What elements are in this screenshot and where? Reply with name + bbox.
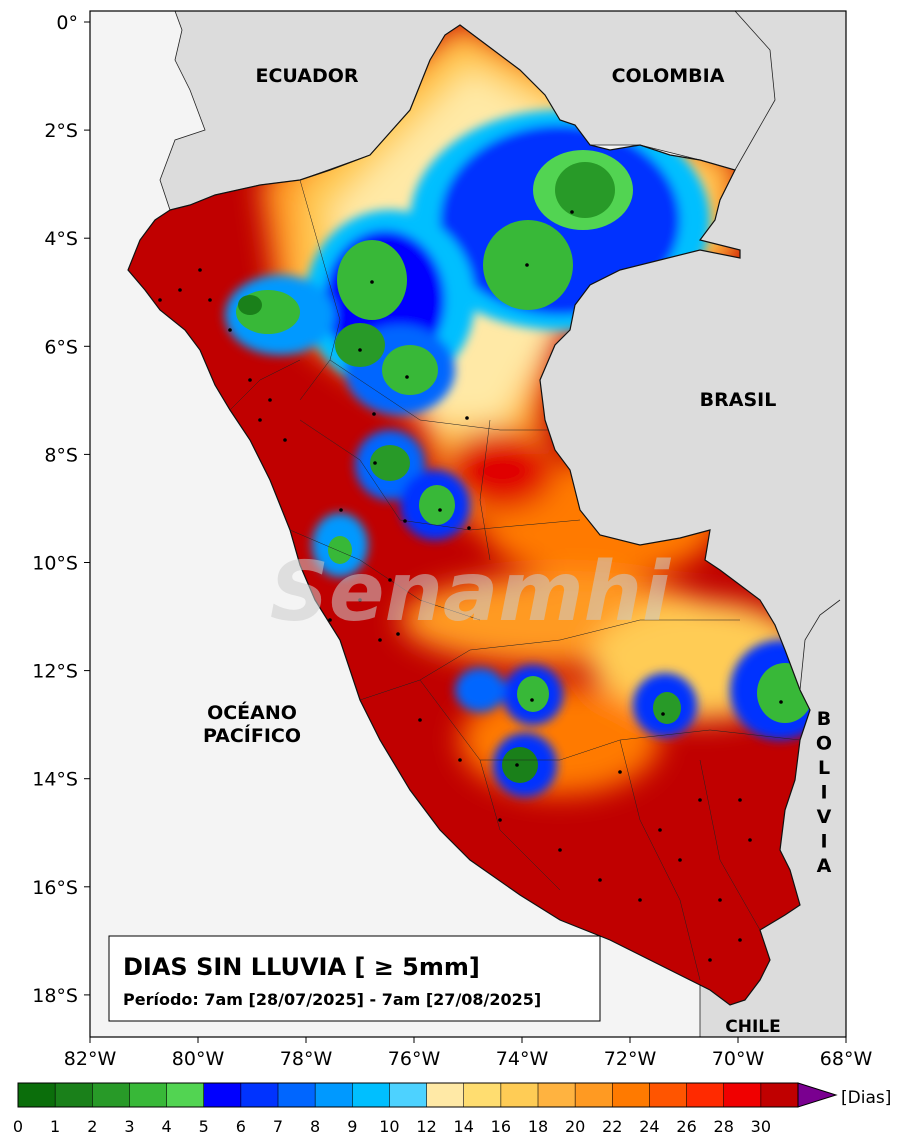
colorbar-swatch	[203, 1083, 242, 1107]
colorbar-swatch	[240, 1083, 279, 1107]
colorbar-swatch	[129, 1083, 168, 1107]
colorbar-swatch	[760, 1083, 799, 1107]
bolivia-letter: I	[820, 831, 827, 853]
colorbar-tick-label: 2	[87, 1117, 97, 1136]
colorbar-swatch	[166, 1083, 205, 1107]
colorbar-tick-label: 30	[751, 1117, 771, 1136]
lon-tick-label: 72°W	[604, 1048, 657, 1070]
colorbar-tick-label: 18	[528, 1117, 548, 1136]
colorbar-tick-label: 28	[714, 1117, 734, 1136]
label-ecuador: ECUADOR	[255, 65, 358, 87]
legend-box	[108, 935, 601, 1022]
colorbar-tick-label: 6	[236, 1117, 246, 1136]
legend-period: Período: 7am [28/07/2025] - 7am [27/08/2…	[123, 990, 541, 1009]
colorbar-swatch	[612, 1083, 650, 1107]
colorbar-swatch	[426, 1083, 465, 1107]
colorbar-tick-label: 0	[13, 1117, 23, 1136]
latitude-axis: 0° 2°S 4°S 6°S 8°S 10°S 12°S 14°S 16°S 18°S	[32, 12, 90, 1007]
stations	[158, 210, 783, 962]
lon-tick-label: 70°W	[712, 1048, 765, 1070]
lat-tick-label: 0°	[56, 12, 78, 34]
colorbar-tick-label: 7	[273, 1117, 283, 1136]
lat-tick-label: 2°S	[44, 120, 78, 142]
colorbar-swatch	[686, 1083, 725, 1107]
label-colombia: COLOMBIA	[612, 65, 725, 87]
lat-tick-label: 4°S	[44, 228, 78, 250]
map-frame	[89, 10, 847, 1038]
colorbar-tick-label: 20	[565, 1117, 585, 1136]
colorbar-swatch	[463, 1083, 502, 1107]
lon-tick-label: 68°W	[820, 1048, 873, 1070]
colorbar-swatch	[352, 1083, 390, 1107]
lon-tick-label: 76°W	[388, 1048, 441, 1070]
colorbar: 0 1 2 3 4 5 6 7 8 9 10 12 14 16 18 20 22 24 26 28 30	[13, 1082, 838, 1136]
bolivia-letter: I	[820, 782, 827, 804]
colorbar-tick-label: 16	[491, 1117, 511, 1136]
lon-tick-label: 82°W	[64, 1048, 117, 1070]
bolivia-letter: V	[817, 806, 832, 828]
colorbar-swatch	[389, 1083, 428, 1107]
colorbar-unit: [Dias]	[841, 1088, 891, 1108]
bolivia-letter: B	[817, 708, 831, 730]
colorbar-swatch	[575, 1083, 613, 1107]
legend-title: DIAS SIN LLUVIA [ ≥ 5mm]	[123, 953, 480, 981]
colorbar-tick-label: 26	[676, 1117, 696, 1136]
lat-tick-label: 18°S	[32, 985, 78, 1007]
lon-tick-label: 74°W	[496, 1048, 549, 1070]
lat-tick-label: 8°S	[44, 444, 78, 466]
colorbar-swatch	[55, 1083, 93, 1107]
lat-tick-label: 12°S	[32, 661, 78, 683]
colorbar-tick-label: 10	[379, 1117, 399, 1136]
colorbar-swatch	[500, 1083, 539, 1107]
colorbar-tick-label: 12	[416, 1117, 436, 1136]
lat-tick-label: 10°S	[32, 553, 78, 575]
colorbar-swatch	[315, 1083, 353, 1107]
lat-tick-label: 6°S	[44, 336, 78, 358]
colorbar-swatch	[649, 1083, 688, 1107]
label-chile: CHILE	[725, 1017, 780, 1037]
colorbar-swatch	[538, 1083, 576, 1107]
colorbar-tick-label: 5	[199, 1117, 209, 1136]
colorbar-tick-label: 4	[161, 1117, 171, 1136]
watermark: Senamhi	[270, 545, 672, 640]
lon-tick-label: 80°W	[172, 1048, 225, 1070]
colorbar-swatch	[723, 1083, 762, 1107]
lat-tick-label: 14°S	[32, 769, 78, 791]
label-ocean-line2: PACÍFICO	[203, 724, 301, 747]
colorbar-tick-label: 8	[310, 1117, 320, 1136]
colorbar-tick-label: 9	[347, 1117, 357, 1136]
lat-tick-label: 16°S	[32, 877, 78, 899]
colorbar-tick-label: 24	[639, 1117, 659, 1136]
colorbar-tick-label: 14	[454, 1117, 474, 1136]
colorbar-tick-label: 22	[602, 1117, 622, 1136]
colorbar-tick-label: 1	[50, 1117, 60, 1136]
bolivia-letter: A	[817, 855, 832, 877]
label-brasil: BRASIL	[700, 389, 777, 411]
bolivia-letter: O	[816, 733, 832, 755]
lon-tick-label: 78°W	[280, 1048, 333, 1070]
colorbar-swatch	[92, 1083, 130, 1107]
colorbar-tick-label: 3	[124, 1117, 134, 1136]
label-ocean-line1: OCÉANO	[207, 701, 297, 724]
bolivia-letter: L	[818, 757, 830, 779]
colorbar-extend-arrow	[797, 1082, 838, 1108]
colorbar-swatch	[18, 1083, 56, 1107]
longitude-axis: 82°W 80°W 78°W 76°W 74°W 72°W 70°W 68°W	[64, 1037, 873, 1070]
colorbar-swatch	[278, 1083, 316, 1107]
